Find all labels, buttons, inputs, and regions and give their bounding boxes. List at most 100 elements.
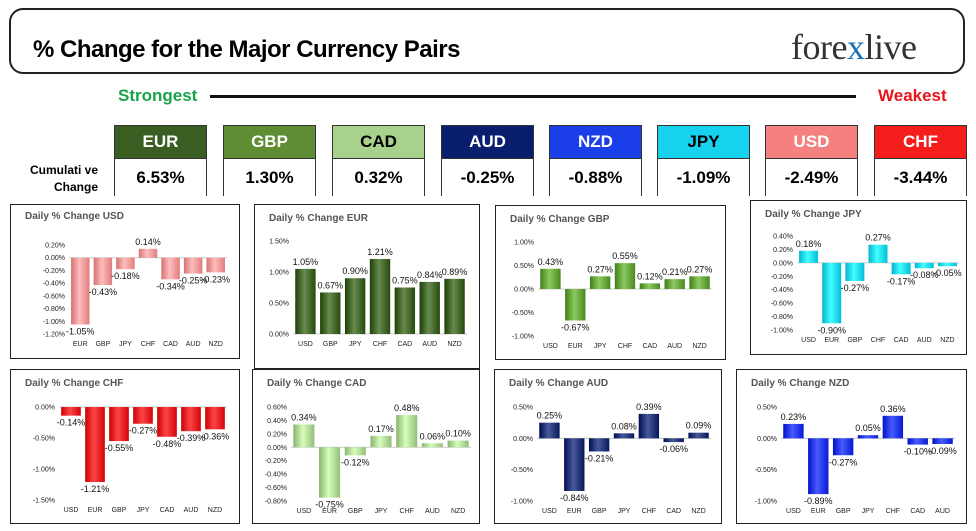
chart-svg: Daily % Change JPY 0.40% 0.20% 0.00% -0.20% -… (765, 209, 962, 344)
x-tick-label: CAD (160, 507, 175, 514)
y-tick-label: 0.50% (269, 301, 289, 308)
y-tick-label: 0.00% (269, 332, 289, 339)
bar-aud (421, 443, 443, 448)
chart-panel-4: Daily % Change CHF 0.00% -0.50% -1.00% -1.50… (10, 369, 240, 524)
page-title: % Change for the Major Currency Pairs (33, 36, 460, 63)
cumulative-label-line2: Change (53, 180, 98, 194)
y-tick-label: 0.00% (267, 445, 287, 452)
bar-gbp (832, 438, 854, 456)
bar-jpy (133, 407, 153, 424)
x-tick-label: NZD (208, 507, 222, 514)
data-label: -0.84% (560, 493, 589, 503)
x-tick-label: CAD (642, 343, 657, 350)
bar-gbp (320, 292, 341, 334)
currency-cell-chf: CHF -3.44% (874, 125, 967, 196)
data-label: 0.27% (687, 264, 713, 274)
bar-chf (868, 244, 888, 263)
bar-gbp (588, 438, 610, 452)
y-tick-label: 0.00% (45, 255, 65, 262)
bar-cad (663, 438, 684, 443)
y-tick-label: -0.40% (265, 472, 287, 479)
x-tick-label: JPY (349, 341, 362, 348)
y-tick-label: -1.20% (43, 332, 65, 339)
bar-gbp (845, 262, 865, 281)
x-tick-label: GBP (847, 337, 862, 344)
x-tick-label: EUR (824, 337, 839, 344)
bar-chf (138, 248, 158, 258)
chart-title: Daily % Change CHF (25, 378, 123, 389)
x-tick-label: JPY (119, 341, 132, 348)
currency-cumulative-value: 1.30% (224, 159, 315, 196)
y-tick-label: -0.80% (771, 314, 793, 321)
data-label: 0.14% (135, 237, 161, 247)
bar-cad (394, 287, 416, 334)
chart-svg: Daily % Change AUD 0.50% 0.00% -0.50% -1.00%… (509, 378, 711, 515)
cumulative-change-label: Cumulati ve Change (22, 162, 98, 196)
y-tick-label: -0.20% (43, 268, 65, 275)
data-label: 0.39% (636, 402, 662, 412)
data-label: -0.18% (111, 271, 140, 281)
bar-usd (799, 250, 819, 263)
bar-cad (157, 407, 177, 437)
y-tick-label: 0.00% (513, 436, 533, 443)
x-tick-label: CAD (163, 341, 178, 348)
data-label: 0.23% (781, 412, 807, 422)
chart-title: Daily % Change CAD (267, 378, 366, 389)
data-label: 0.27% (865, 233, 891, 243)
bar-aud (664, 279, 685, 289)
bar-eur (822, 262, 842, 324)
data-label: 0.75% (392, 276, 418, 286)
x-tick-label: AUD (422, 341, 437, 348)
data-label: -0.48% (153, 439, 182, 449)
currency-cell-eur: EUR 6.53% (114, 125, 207, 196)
x-tick-label: NZD (940, 337, 954, 344)
forexlive-logo: forexlive (791, 26, 917, 68)
data-label: 0.84% (417, 270, 443, 280)
chart-title: Daily % Change GBP (510, 214, 610, 225)
chart-panel-7: Daily % Change NZD 0.50% 0.00% -0.50% -1.00%… (736, 369, 967, 524)
currency-cell-aud: AUD -0.25% (441, 125, 534, 196)
y-tick-label: -1.00% (43, 319, 65, 326)
bar-jpy (613, 433, 635, 439)
data-label: -0.21% (585, 453, 614, 463)
data-label: -0.27% (841, 283, 870, 293)
bar-gbp (344, 447, 366, 456)
y-tick-label: -0.50% (512, 310, 534, 317)
data-label: 0.90% (342, 266, 368, 276)
bar-eur (319, 447, 341, 498)
x-tick-label: JPY (862, 508, 875, 515)
y-tick-label: -0.60% (265, 485, 287, 492)
y-tick-label: 0.00% (757, 436, 777, 443)
strongest-label: Strongest (118, 86, 198, 105)
currency-cumulative-value: -2.49% (766, 159, 857, 196)
x-tick-label: USD (64, 507, 79, 514)
x-tick-label: EUR (88, 507, 103, 514)
bar-aud (419, 281, 440, 334)
currency-cell-cad: CAD 0.32% (332, 125, 425, 196)
weakest-label: Weakest (878, 86, 947, 105)
bar-usd (783, 423, 804, 439)
currency-code: JPY (658, 126, 749, 159)
data-label: 0.12% (637, 271, 663, 281)
data-label: 1.05% (293, 257, 319, 267)
chart-svg: Daily % Change CAD 0.60% 0.40% 0.20% 0.00% -0… (265, 378, 471, 515)
data-label: 0.21% (662, 267, 688, 277)
data-label: 0.67% (318, 280, 344, 290)
currency-cell-gbp: GBP 1.30% (223, 125, 316, 196)
x-tick-label: GBP (95, 341, 110, 348)
bar-nzd (937, 262, 957, 267)
bar-chf (369, 258, 391, 334)
chart-panel-1: Daily % Change EUR 1.50% 1.00% 0.50% 0.00% US… (254, 204, 480, 369)
x-tick-label: NZD (692, 343, 706, 350)
bar-usd (540, 268, 561, 289)
logo-x: x (846, 27, 865, 67)
currency-code: CHF (875, 126, 966, 159)
y-tick-label: -0.60% (771, 301, 793, 308)
cumulative-label-line1: Cumulati ve (29, 163, 98, 177)
x-tick-label: NZD (691, 508, 705, 515)
bar-cad (891, 262, 911, 275)
y-tick-label: -1.00% (771, 328, 793, 335)
data-label: 1.21% (367, 247, 393, 257)
y-tick-label: 0.40% (773, 234, 793, 241)
bar-cad (161, 257, 180, 280)
